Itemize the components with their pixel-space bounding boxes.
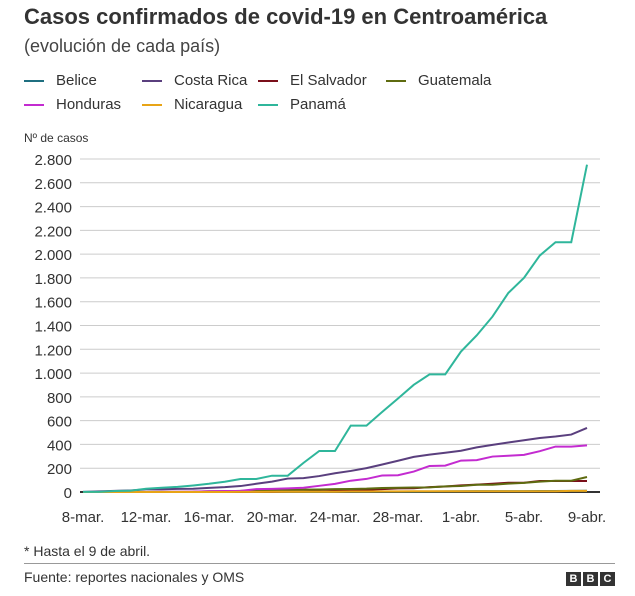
chart-title: Casos confirmados de covid-19 en Centroa… (24, 4, 548, 29)
divider (24, 563, 615, 564)
legend-swatch (258, 79, 278, 82)
y-tick-label: 200 (47, 461, 72, 478)
legend-label: Belice (56, 72, 97, 89)
legend-item: El Salvador (258, 72, 367, 89)
legend-item: Guatemala (386, 72, 491, 89)
legend-swatch (258, 103, 278, 106)
y-tick-label: 600 (47, 414, 72, 431)
x-tick-label: 28-mar. (373, 509, 424, 526)
legend-label: Costa Rica (174, 72, 248, 89)
legend-label: Guatemala (418, 72, 492, 89)
x-tick-label: 9-abr. (568, 509, 606, 526)
legend-item: Costa Rica (142, 72, 247, 89)
y-tick-label: 1.000 (34, 366, 72, 383)
x-tick-label: 8-mar. (62, 509, 105, 526)
legend-swatch (142, 103, 162, 106)
y-tick-label: 1.600 (34, 295, 72, 312)
chart-subtitle: (evolución de cada país) (24, 36, 221, 56)
x-tick-label: 1-abr. (442, 509, 480, 526)
legend-item: Honduras (24, 96, 121, 113)
legend-item: Belice (24, 72, 97, 89)
legend-swatch (24, 103, 44, 106)
y-tick-label: 1.200 (34, 342, 72, 359)
x-tick-label: 20-mar. (247, 509, 298, 526)
legend-label: El Salvador (290, 72, 367, 89)
legend-swatch (142, 79, 162, 82)
source: Fuente: reportes nacionales y OMS (24, 569, 245, 585)
legend-item: Panamá (258, 96, 346, 113)
y-tick-label: 2.000 (34, 247, 72, 264)
series-line-panamá (83, 164, 588, 493)
legend-swatch (24, 79, 44, 82)
footnote: * Hasta el 9 de abril. (24, 543, 151, 559)
y-axis-label: Nº de casos (24, 131, 88, 145)
legend-label: Panamá (290, 96, 346, 113)
legend-label: Honduras (56, 96, 122, 113)
legend-item: Nicaragua (142, 96, 242, 113)
y-tick-label: 800 (47, 390, 72, 407)
y-tick-label: 400 (47, 437, 72, 454)
x-tick-label: 5-abr. (505, 509, 543, 526)
y-tick-label: 2.200 (34, 223, 72, 240)
x-tick-label: 24-mar. (310, 509, 361, 526)
y-tick-label: 2.800 (34, 152, 72, 169)
legend-label: Nicaragua (174, 96, 243, 113)
y-tick-label: 1.800 (34, 271, 72, 288)
y-tick-label: 1.400 (34, 319, 72, 336)
x-tick-label: 12-mar. (121, 509, 172, 526)
series-line-costa-rica (82, 426, 588, 493)
series-line-nicaragua (83, 489, 587, 493)
y-tick-label: 0 (64, 485, 72, 502)
y-tick-label: 2.600 (34, 176, 72, 193)
y-tick-label: 2.400 (34, 200, 72, 217)
legend-swatch (386, 79, 406, 82)
x-tick-label: 16-mar. (184, 509, 235, 526)
